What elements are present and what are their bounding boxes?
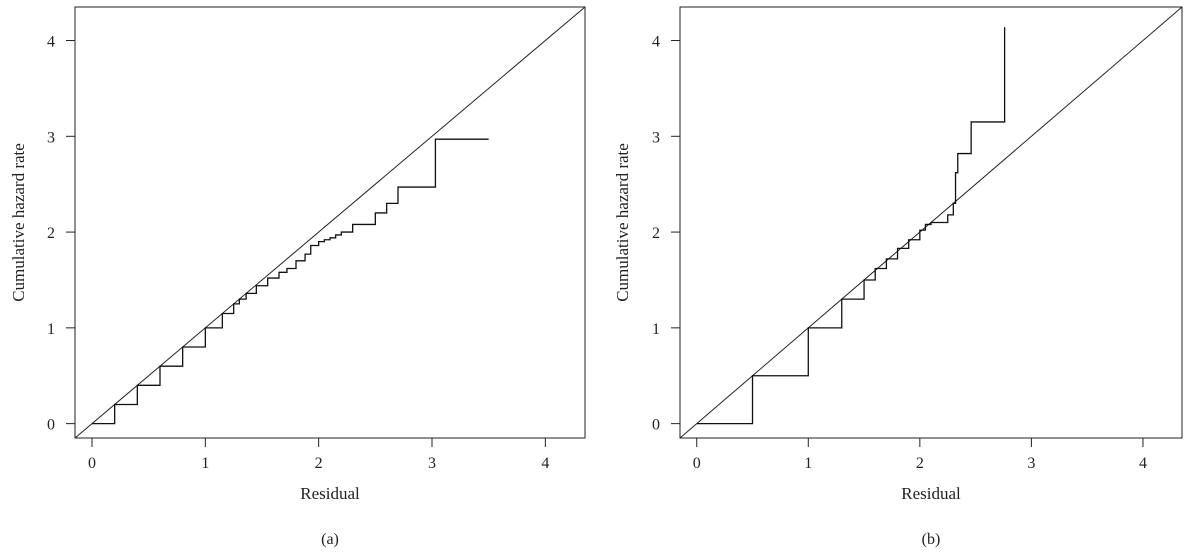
y-tick-label: 2 <box>47 225 55 242</box>
x-tick-label: 1 <box>201 455 209 472</box>
reference-line <box>75 7 585 438</box>
plot-frame <box>679 6 1183 439</box>
y-tick-label: 0 <box>47 417 55 434</box>
x-axis-label: Residual <box>300 484 360 503</box>
x-tick-label: 3 <box>1027 455 1035 472</box>
y-tick-label: 4 <box>47 34 55 51</box>
y-tick-label: 3 <box>652 129 660 146</box>
x-tick-label: 2 <box>916 455 924 472</box>
panel-caption: (a) <box>321 531 339 548</box>
y-tick-label: 1 <box>652 321 660 338</box>
x-axis-label: Residual <box>901 484 961 503</box>
plot-frame <box>74 6 586 439</box>
y-tick-label: 1 <box>47 321 55 338</box>
y-tick-label: 4 <box>652 34 660 51</box>
y-axis-label: Cumulative hazard rate <box>613 143 632 302</box>
cumulative-hazard-step-line <box>92 138 489 425</box>
chart-panel-b: 0 1 2 3 4 0 1 2 3 4 Residual Cumulative hazard rate… <box>613 6 1183 548</box>
x-tick-label: 1 <box>804 455 812 472</box>
y-axis-label: Cumulative hazard rate <box>9 143 28 302</box>
x-tick-label: 3 <box>428 455 436 472</box>
x-tick-label: 0 <box>693 455 701 472</box>
y-tick-label: 0 <box>652 417 660 434</box>
panel-caption: (b) <box>922 531 941 548</box>
y-tick-label: 2 <box>652 225 660 242</box>
x-tick-label: 0 <box>88 455 96 472</box>
y-tick-label: 3 <box>47 129 55 146</box>
x-tick-label: 4 <box>541 455 549 472</box>
cumulative-hazard-step-line <box>696 27 1006 425</box>
x-tick-label: 4 <box>1139 455 1147 472</box>
chart-panel-a: 0 1 2 3 4 0 1 2 3 4 Residual Cumulative hazard rate… <box>9 6 586 548</box>
x-tick-label: 2 <box>315 455 323 472</box>
